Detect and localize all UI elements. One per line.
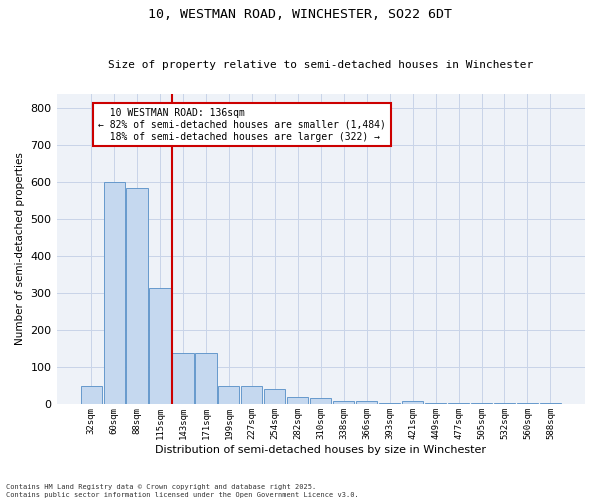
Bar — [241, 386, 262, 404]
Text: Contains HM Land Registry data © Crown copyright and database right 2025.
Contai: Contains HM Land Registry data © Crown c… — [6, 484, 359, 498]
Bar — [517, 403, 538, 404]
Bar — [379, 403, 400, 404]
Bar — [425, 403, 446, 404]
Y-axis label: Number of semi-detached properties: Number of semi-detached properties — [15, 152, 25, 346]
Bar — [471, 403, 492, 404]
Bar — [196, 352, 217, 405]
Bar — [172, 352, 194, 405]
Bar — [149, 288, 170, 405]
Bar — [494, 403, 515, 404]
Bar — [127, 188, 148, 404]
Text: 10 WESTMAN ROAD: 136sqm
← 82% of semi-detached houses are smaller (1,484)
  18% : 10 WESTMAN ROAD: 136sqm ← 82% of semi-de… — [98, 108, 386, 142]
Bar — [448, 403, 469, 404]
Bar — [356, 401, 377, 404]
Bar — [333, 401, 354, 404]
Bar — [218, 386, 239, 404]
Bar — [104, 182, 125, 404]
Bar — [540, 403, 561, 404]
Bar — [402, 401, 423, 404]
X-axis label: Distribution of semi-detached houses by size in Winchester: Distribution of semi-detached houses by … — [155, 445, 486, 455]
Bar — [310, 398, 331, 404]
Bar — [264, 388, 286, 404]
Text: 10, WESTMAN ROAD, WINCHESTER, SO22 6DT: 10, WESTMAN ROAD, WINCHESTER, SO22 6DT — [148, 8, 452, 20]
Title: Size of property relative to semi-detached houses in Winchester: Size of property relative to semi-detach… — [108, 60, 533, 70]
Bar — [287, 397, 308, 404]
Bar — [80, 386, 101, 404]
